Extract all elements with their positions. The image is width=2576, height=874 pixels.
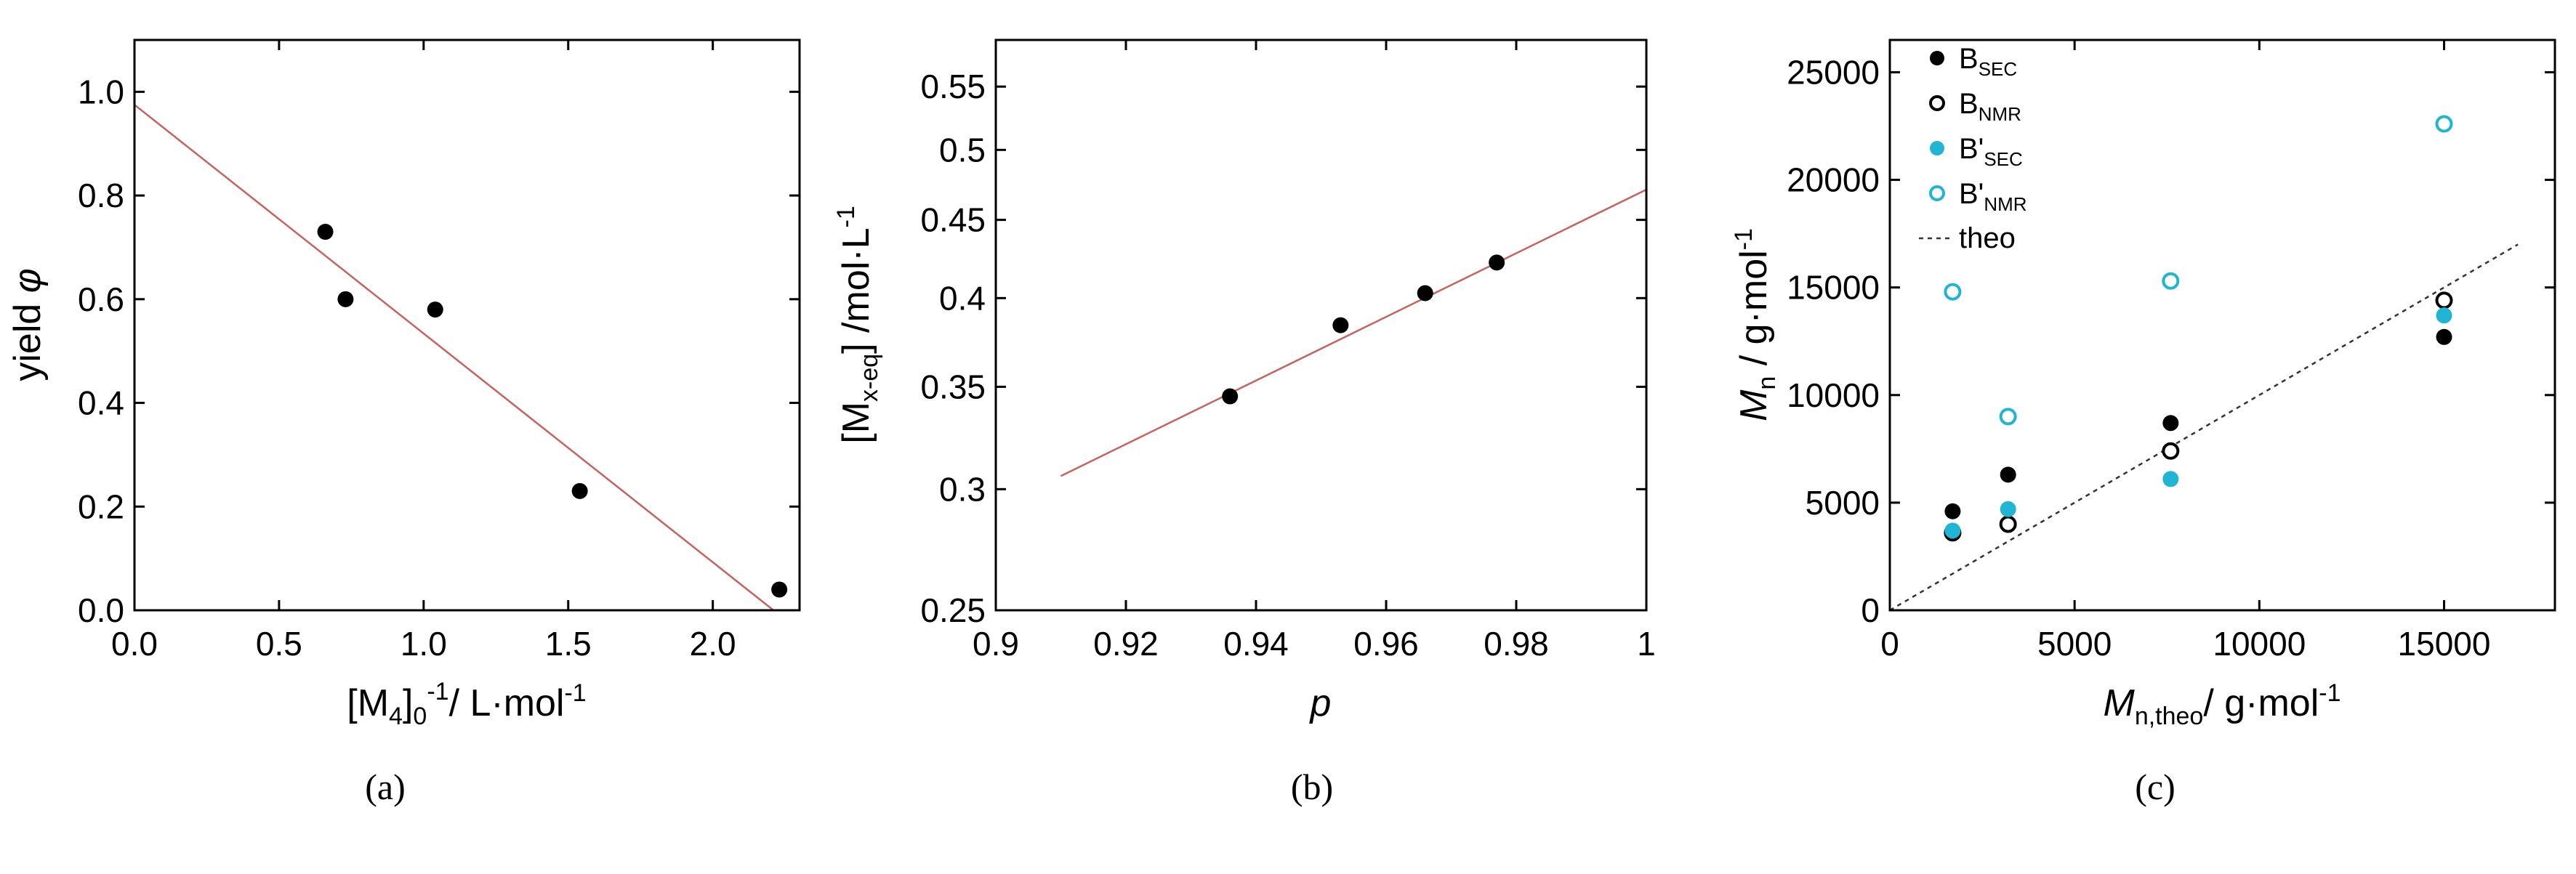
panel-b: 0.9 0.92 0.94 0.96 0.98 1 0.25 0.3 0.35 0.4 0.45 0.…: [832, 39, 1656, 807]
y-tick-label-a: 0.6: [78, 280, 124, 318]
data-point-c-s0: [2162, 415, 2179, 432]
x-tick-label-b: 0.96: [1353, 625, 1419, 663]
y-tick-label-a: 0.4: [78, 384, 124, 422]
y-tick-label-b: 0.35: [920, 368, 986, 405]
x-tick-label-c: 0: [1880, 625, 1899, 663]
x-tick-label-b: 0.92: [1093, 625, 1159, 663]
data-point-c-s1: [2435, 291, 2453, 309]
data-point-c-s3: [1999, 408, 2017, 426]
y-tick-label-a: 0.0: [78, 591, 124, 629]
x-tick-label-a: 2.0: [690, 625, 736, 663]
fit-line-a: [134, 104, 774, 611]
fit-line-b: [1060, 188, 1647, 477]
data-point-a-s0: [337, 291, 354, 307]
theo-line: [1889, 243, 2519, 612]
data-point-b-s0: [1489, 254, 1505, 271]
panel-caption-b: (b): [1291, 766, 1333, 807]
data-point-c-s2: [2436, 307, 2452, 324]
y-tick-label-c: 10000: [1787, 376, 1880, 414]
panel-caption-c: (c): [2135, 766, 2175, 807]
data-point-b-s0: [1222, 388, 1239, 405]
x-tick-label-a: 0.5: [256, 625, 302, 663]
legend-label: BNMR: [1959, 88, 2021, 125]
data-point-a-s0: [571, 482, 588, 499]
x-tick-label-a: 1.0: [401, 625, 447, 663]
plot-frame-a: [133, 39, 801, 612]
y-tick-label-a: 0.2: [78, 487, 124, 525]
data-point-c-s3: [2162, 272, 2180, 290]
data-point-a-s0: [771, 581, 788, 598]
y-axis-label-a: yield φ: [7, 268, 49, 381]
y-tick-label-a: 1.0: [78, 73, 124, 110]
y-axis-label-b: [Mx-eq] /mol·L-1: [832, 206, 883, 444]
data-point-c-s2: [2000, 501, 2016, 517]
data-point-c-s3: [1944, 283, 1962, 301]
x-tick-label-c: 15000: [2398, 625, 2491, 663]
data-point-c-s2: [1944, 522, 1961, 539]
x-tick-label-b: 0.9: [973, 625, 1019, 663]
data-point-c-s0: [2436, 328, 2452, 345]
data-point-b-s0: [1417, 285, 1433, 302]
panel-caption-a: (a): [365, 766, 406, 807]
x-axis-label-c: Mn,theo/ g·mol-1: [2103, 679, 2340, 730]
x-tick-label-a: 0.0: [111, 625, 158, 663]
data-point-c-s1: [2162, 442, 2180, 460]
y-tick-label-c: 15000: [1787, 269, 1880, 307]
data-point-c-s3: [2435, 115, 2453, 133]
legend-marker: [1929, 95, 1945, 111]
legend-marker: [1930, 141, 1944, 155]
legend-label: B'NMR: [1959, 178, 2027, 215]
y-tick-label-b: 0.5: [939, 131, 986, 169]
y-tick-label-b: 0.3: [939, 470, 986, 508]
legend-label: B'SEC: [1959, 133, 2023, 170]
x-tick-label-c: 10000: [2213, 625, 2306, 663]
data-point-c-s2: [2162, 471, 2179, 487]
x-axis-label-a: [M4]0-1/ L·mol-1: [347, 678, 586, 730]
x-axis-label-b: p: [1309, 682, 1332, 724]
data-point-b-s0: [1332, 317, 1349, 333]
legend-marker: [1930, 51, 1944, 65]
y-tick-label-c: 0: [1861, 591, 1880, 629]
data-point-c-s0: [2000, 466, 2016, 483]
legend-label: BSEC: [1959, 43, 2017, 80]
plot-frame-b: [994, 39, 1648, 612]
y-tick-label-b: 0.45: [920, 201, 986, 239]
data-point-c-s1: [1999, 515, 2017, 533]
y-tick-label-b: 0.4: [939, 279, 986, 317]
x-tick-label-a: 1.5: [545, 625, 592, 663]
plot-frame-c: [1888, 39, 2556, 612]
panel-a: 0.0 0.5 1.0 1.5 2.0 0.0 0.2 0.4 0.6 0.8 1.0 [M4]0-1…: [7, 39, 801, 807]
y-tick-label-c: 5000: [1806, 484, 1880, 522]
x-tick-label-b: 0.94: [1223, 625, 1289, 663]
data-point-a-s0: [427, 302, 443, 318]
y-tick-label-b: 0.25: [920, 591, 986, 629]
legend-label: theo: [1959, 222, 2016, 254]
y-axis-label-c: Mn / g·mol-1: [1730, 228, 1781, 421]
panel-c: 0 5000 10000 15000 0 5000 10000 15000 20000 25000…: [1730, 39, 2556, 807]
x-tick-label-b: 1: [1637, 625, 1656, 663]
x-tick-label-c: 5000: [2037, 625, 2112, 663]
y-tick-label-c: 25000: [1787, 53, 1880, 91]
data-point-a-s0: [317, 224, 334, 240]
y-tick-label-c: 20000: [1787, 161, 1880, 199]
y-tick-label-a: 0.8: [78, 177, 124, 214]
y-tick-label-b: 0.55: [920, 68, 986, 105]
x-tick-label-b: 0.98: [1484, 625, 1549, 663]
data-point-c-s0: [1944, 503, 1961, 519]
legend-marker: [1929, 185, 1945, 201]
legend: BSEC BNMR B'SEC B'NMR theo: [1919, 43, 2027, 254]
